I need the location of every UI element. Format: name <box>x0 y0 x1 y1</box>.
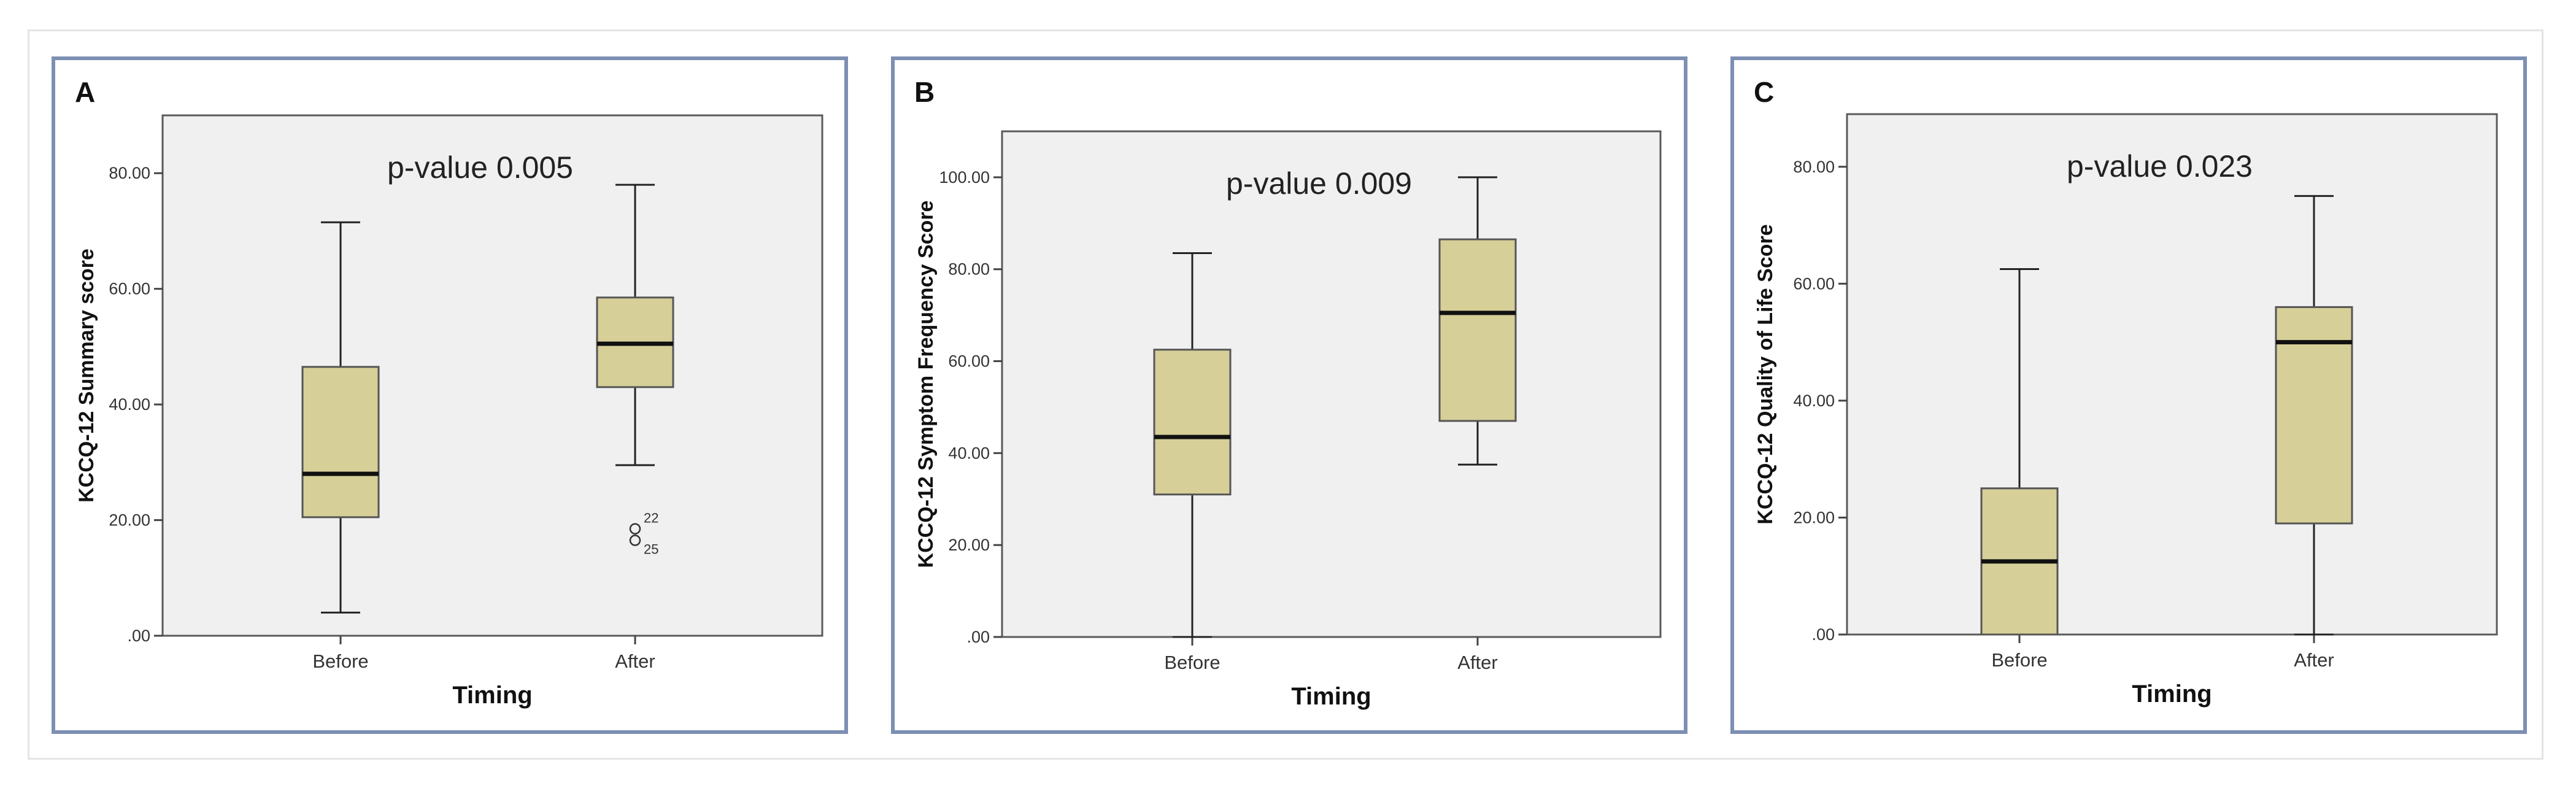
chart-c: Cp-value 0.023 .00 20.00 40.00 60.00 80.00 KCC… <box>1749 75 2509 716</box>
plot-area <box>1846 113 2498 636</box>
outlier-label: 22 <box>644 511 658 526</box>
y-tick-label: 60.00 <box>109 280 150 298</box>
x-axis-label: Timing <box>452 682 532 709</box>
x-axis-label: Timing <box>2132 681 2212 708</box>
panel-label: A <box>75 76 95 108</box>
x-tick-label: Before <box>312 650 368 672</box>
plot-area <box>1001 130 1662 638</box>
y-tick-label: 60.00 <box>1793 274 1835 293</box>
x-axis-label: Timing <box>1291 683 1371 710</box>
y-axis-label: KCCQ-12 Quality of Life Score <box>1754 224 1777 524</box>
box-iqr <box>2275 306 2353 525</box>
x-tick-label: After <box>615 650 655 672</box>
y-tick-label: 40.00 <box>1793 392 1835 410</box>
x-tick-label: Before <box>1164 652 1220 673</box>
box-iqr <box>1438 238 1517 422</box>
chart-a: Ap-value 0.005 .00 20.00 40.00 60.00 80.00 KCC… <box>70 75 830 716</box>
y-tick-label: 20.00 <box>1793 508 1835 527</box>
y-tick-label: .00 <box>127 627 150 645</box>
panel-label: B <box>914 76 935 108</box>
y-tick-label: .00 <box>966 628 990 646</box>
p-value-annotation: p-value 0.023 <box>2067 149 2253 183</box>
y-axis-label: KCCQ-12 Symptom Frequency Score <box>914 201 938 568</box>
p-value-annotation: p-value 0.005 <box>387 150 573 185</box>
y-tick-label: 40.00 <box>948 444 990 462</box>
y-tick-label: 20.00 <box>109 511 150 530</box>
outlier-point <box>629 523 641 534</box>
outlier-label: 25 <box>644 542 658 557</box>
y-tick-label: 80.00 <box>109 164 150 182</box>
x-tick-label: Before <box>1991 649 2047 671</box>
y-tick-label: .00 <box>1811 625 1835 644</box>
y-tick-label: 80.00 <box>1793 158 1835 176</box>
figure-frame <box>28 29 2543 760</box>
x-tick-label: After <box>2294 649 2334 671</box>
p-value-annotation: p-value 0.009 <box>1226 166 1412 201</box>
y-tick-label: 80.00 <box>948 260 990 279</box>
outlier-point <box>629 534 641 546</box>
plot-area <box>161 114 823 637</box>
y-tick-label: 100.00 <box>939 168 990 187</box>
y-tick-label: 60.00 <box>948 352 990 371</box>
box-iqr <box>1153 349 1232 496</box>
y-tick-label: 20.00 <box>948 536 990 554</box>
y-tick-label: 40.00 <box>109 395 150 414</box>
y-axis-label: KCCQ-12 Summary score <box>75 249 98 503</box>
x-tick-label: After <box>1457 652 1497 673</box>
chart-b: Bp-value 0.009 .00 20.00 40.00 60.00 80.00 100… <box>909 75 1669 716</box>
box-iqr <box>301 366 380 519</box>
panel-label: C <box>1754 76 1774 108</box>
